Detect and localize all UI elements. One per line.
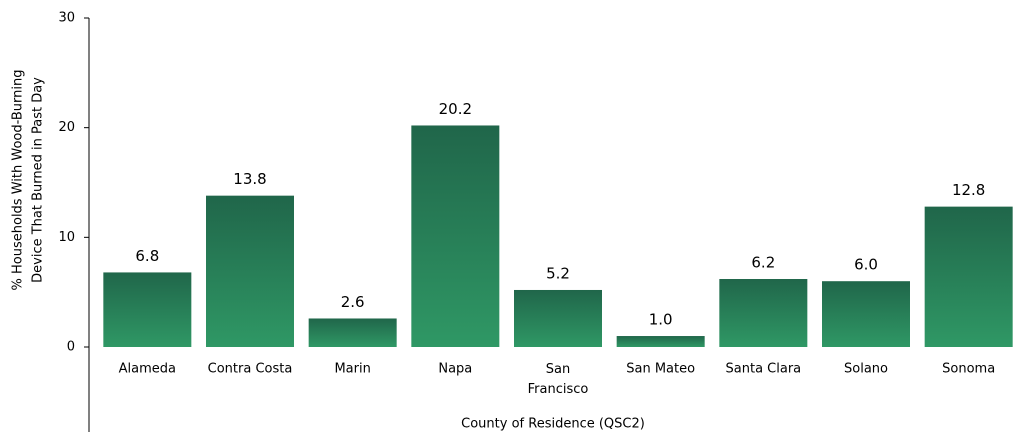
bar: [308, 318, 397, 347]
value-label: 20.2: [439, 100, 472, 118]
bar: [924, 206, 1013, 347]
bar: [616, 336, 705, 347]
x-tick-label: Sonoma: [942, 362, 995, 377]
x-axis-label: County of Residence (QSC2): [461, 417, 645, 432]
bar: [822, 281, 910, 347]
value-label: 5.2: [546, 264, 570, 282]
y-tick-label: 30: [58, 11, 75, 26]
bar: [514, 289, 602, 347]
x-tick-label: Santa Clara: [726, 362, 802, 377]
value-label: 6.0: [854, 256, 878, 274]
x-tick-label: Marin: [334, 362, 370, 377]
bar: [411, 125, 500, 348]
x-tick-label: Solano: [844, 362, 888, 377]
y-tick-label: 10: [58, 230, 75, 245]
value-label: 13.8: [233, 170, 266, 188]
y-tick-label: 0: [67, 340, 75, 355]
value-label: 1.0: [649, 311, 673, 329]
bar: [206, 195, 294, 347]
y-axis-label: Device That Burned in Past Day: [31, 77, 46, 283]
bar: [103, 272, 192, 347]
x-tick-label: San Mateo: [626, 362, 695, 377]
value-label: 6.8: [135, 247, 159, 265]
x-tick-label: San Francisco: [528, 362, 589, 397]
x-tick-label: Alameda: [119, 362, 176, 377]
value-label: 2.6: [341, 293, 365, 311]
value-label: 6.2: [751, 254, 775, 272]
x-tick-label: Contra Costa: [208, 362, 293, 377]
bar: [719, 279, 808, 347]
x-tick-label: Napa: [438, 362, 472, 377]
y-tick-label: 20: [58, 120, 75, 135]
y-axis-label: % Households With Wood-Burning: [11, 70, 26, 291]
value-label: 12.8: [952, 181, 985, 199]
